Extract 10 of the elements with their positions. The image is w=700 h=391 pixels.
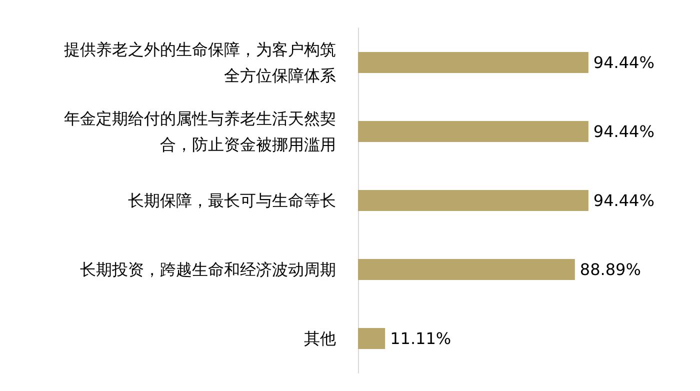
y-tick-label: 年金定期给付的属性与养老生活天然契合，防止资金被挪用滥用 xyxy=(64,109,336,154)
data-label: 94.44% xyxy=(593,122,654,141)
y-tick-label: 长期投资，跨越生命和经济波动周期 xyxy=(80,260,336,279)
data-label: 94.44% xyxy=(593,53,654,72)
y-tick-label: 提供养老之外的生命保障，为客户构筑全方位保障体系 xyxy=(64,40,336,85)
data-label: 94.44% xyxy=(593,191,654,210)
data-label: 88.89% xyxy=(580,260,641,279)
y-tick-label: 长期保障，最长可与生命等长 xyxy=(128,191,336,210)
data-label: 11.11% xyxy=(390,329,452,348)
y-tick-label: 其他 xyxy=(304,329,336,348)
